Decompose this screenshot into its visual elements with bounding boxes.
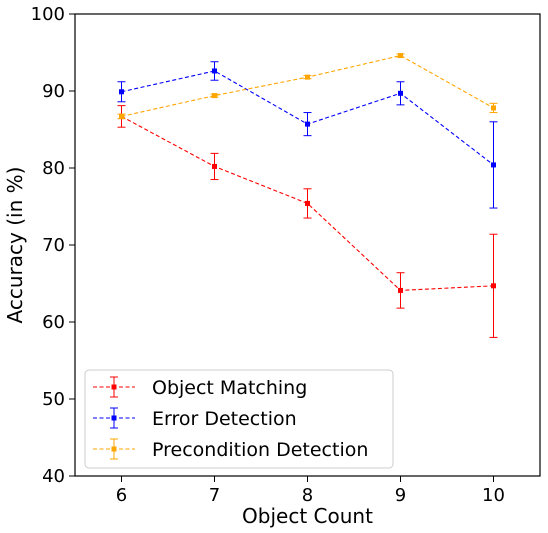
series-line [121,54,494,117]
plot-area [117,53,498,338]
x-tick-label: 7 [209,485,220,506]
data-point [398,53,403,59]
data-point [305,200,310,206]
legend-marker [111,415,117,421]
y-axis-label: Accuracy (in %) [3,167,27,324]
data-point [212,93,217,99]
legend-label: Object Matching [152,377,307,399]
y-tick-label: 50 [42,389,65,410]
legend-marker [111,446,117,452]
data-point [119,113,124,119]
data-point [119,89,124,95]
x-tick-label: 9 [395,485,406,506]
data-point [491,162,496,168]
legend-marker [111,384,117,390]
x-tick-label: 8 [302,485,313,506]
x-tick-label: 6 [116,485,127,506]
legend: Object Matching Error Detection Preconditi… [84,369,394,469]
series-precondition-detection [117,53,498,120]
data-point [305,74,310,80]
series-object-matching [117,105,498,338]
data-point [398,90,403,96]
y-axis: 40 50 60 70 80 90 100 [31,4,75,487]
y-tick-label: 100 [31,4,65,25]
legend-label: Error Detection [152,408,297,430]
y-tick-label: 80 [42,158,65,179]
y-tick-label: 90 [42,81,65,102]
series-error-detection [117,61,498,209]
series-line [121,115,494,291]
legend-box [84,369,394,469]
data-point [212,163,217,169]
data-point [398,287,403,293]
data-point [212,68,217,74]
data-point [491,105,496,111]
legend-label: Precondition Detection [152,439,368,461]
x-axis: 6 7 8 9 10 [116,476,505,506]
y-tick-label: 40 [42,466,65,487]
x-axis-label: Object Count [242,504,373,528]
legend-item: Error Detection [93,407,297,430]
data-point [305,121,310,127]
x-tick-label: 10 [482,485,505,506]
legend-item: Precondition Detection [93,438,368,461]
data-point [491,283,496,289]
y-tick-label: 70 [42,235,65,256]
legend-item: Object Matching [93,376,307,399]
y-tick-label: 60 [42,312,65,333]
